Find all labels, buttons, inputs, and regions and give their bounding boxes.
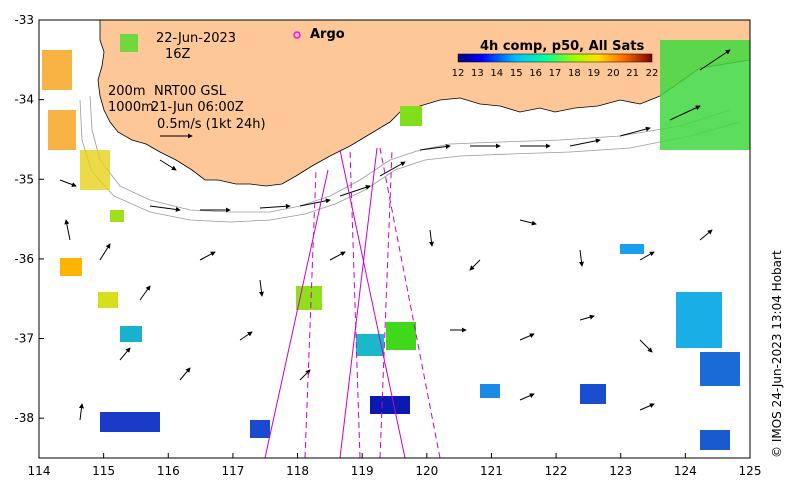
x-tick-label: 120 bbox=[415, 464, 438, 478]
depth-label-1000m: 1000m bbox=[108, 100, 154, 115]
y-tick-label: -36 bbox=[14, 252, 34, 266]
x-tick-label: 117 bbox=[221, 464, 244, 478]
plot-frame bbox=[38, 19, 751, 459]
x-tick-label: 118 bbox=[286, 464, 309, 478]
x-tick-label: 122 bbox=[545, 464, 568, 478]
colorbar-ticks: 12 13 14 15 16 17 18 19 20 21 22 bbox=[452, 68, 659, 79]
y-axis: -33 -34 -35 -36 -37 -38 bbox=[14, 13, 44, 425]
colorbar-tick-label: 13 bbox=[471, 68, 484, 79]
x-tick-label: 116 bbox=[157, 464, 180, 478]
hour-label: 16Z bbox=[165, 47, 191, 62]
scale-label: 0.5m/s (1kt 24h) bbox=[157, 117, 266, 132]
colorbar-tick-label: 19 bbox=[587, 68, 600, 79]
colorbar-title: 4h comp, p50, All Sats bbox=[480, 39, 644, 54]
x-axis: 114 115 116 117 118 119 120 121 122 123 124 125 bbox=[28, 453, 762, 478]
depth-contour-200m bbox=[89, 95, 731, 213]
argo-marker-icon bbox=[293, 31, 301, 39]
colorbar-tick-label: 16 bbox=[529, 68, 542, 79]
date-label: 22-Jun-2023 bbox=[156, 31, 236, 46]
colorbar-tick-label: 17 bbox=[549, 68, 562, 79]
depth-label-200m: 200m bbox=[108, 84, 145, 99]
x-tick-label: 114 bbox=[28, 464, 51, 478]
satellite-tracks bbox=[264, 147, 441, 458]
x-tick-label: 123 bbox=[609, 464, 632, 478]
colorbar-tick-label: 18 bbox=[568, 68, 581, 79]
ref-time-label: 21-Jun 06:00Z bbox=[151, 100, 244, 115]
y-tick-label: -33 bbox=[14, 13, 34, 27]
colorbar-tick-label: 12 bbox=[452, 68, 465, 79]
colorbar-tick-label: 14 bbox=[490, 68, 503, 79]
sst-patches bbox=[42, 34, 750, 450]
x-tick-label: 124 bbox=[674, 464, 697, 478]
x-tick-label: 115 bbox=[92, 464, 115, 478]
source-label: NRT00 GSL bbox=[154, 84, 227, 99]
y-tick-label: -38 bbox=[14, 411, 34, 425]
y-tick-label: -37 bbox=[14, 332, 34, 346]
colorbar-tick-label: 15 bbox=[510, 68, 523, 79]
x-tick-label: 119 bbox=[351, 464, 374, 478]
argo-legend-label: Argo bbox=[310, 27, 345, 42]
credit-label: © IMOS 24-Jun-2023 13:04 Hobart bbox=[770, 250, 784, 458]
colorbar bbox=[457, 53, 653, 63]
current-vectors bbox=[59, 49, 731, 421]
colorbar-tick-label: 21 bbox=[626, 68, 639, 79]
depth-contour-1000m bbox=[79, 99, 741, 223]
colorbar-tick-label: 22 bbox=[646, 68, 659, 79]
colorbar-tick-label: 20 bbox=[607, 68, 620, 79]
x-tick-label: 121 bbox=[480, 464, 503, 478]
y-tick-label: -35 bbox=[14, 172, 34, 186]
x-tick-label: 125 bbox=[739, 464, 762, 478]
y-tick-label: -34 bbox=[14, 93, 34, 107]
